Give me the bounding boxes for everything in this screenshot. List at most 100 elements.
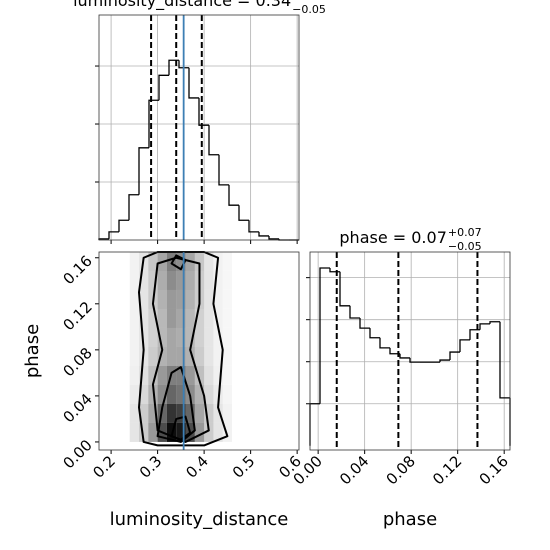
density-cell xyxy=(185,346,195,366)
density-cell xyxy=(148,384,158,404)
density-cell xyxy=(176,252,186,271)
density-cell xyxy=(129,365,139,385)
density-cell xyxy=(176,403,186,423)
hist-step xyxy=(379,337,390,349)
density-cell xyxy=(194,252,205,271)
density-cell xyxy=(139,308,149,328)
density-cell xyxy=(148,365,158,385)
hist-step xyxy=(469,329,480,340)
panel-title: luminosity_distance = 0.34 xyxy=(73,0,291,11)
panel-title: phase = 0.07 xyxy=(339,228,446,247)
density-cell xyxy=(194,327,205,347)
hist-step xyxy=(118,219,129,232)
density-cell xyxy=(194,384,205,404)
density-cell xyxy=(157,308,167,328)
density-cell xyxy=(148,308,158,328)
density-cell xyxy=(213,365,223,385)
density-cell xyxy=(166,308,177,328)
density-cell xyxy=(223,309,232,328)
x-axis-label: phase xyxy=(383,509,437,530)
contour xyxy=(151,256,210,443)
x-tick-label: 0.08 xyxy=(383,452,419,488)
contour xyxy=(170,415,192,441)
y-tick-label: 0.08 xyxy=(59,344,95,380)
density-cell xyxy=(129,270,139,290)
density-cell xyxy=(176,384,186,404)
density-cell xyxy=(139,384,149,404)
density-cell xyxy=(176,308,186,328)
hist-step xyxy=(228,184,239,206)
hist-step xyxy=(248,220,259,233)
x-tick-label: 0.16 xyxy=(476,452,512,488)
hist-step xyxy=(319,267,330,404)
hist-step xyxy=(178,60,189,69)
density-cell xyxy=(166,289,177,309)
title-sub: −0.05 xyxy=(292,3,326,16)
density-cell xyxy=(213,403,223,423)
hist-step xyxy=(128,194,139,221)
density-cell xyxy=(166,270,177,290)
hist-step xyxy=(168,59,179,76)
hist-step xyxy=(138,147,149,195)
density-cell xyxy=(213,270,223,290)
density-cell xyxy=(223,290,232,309)
density-cell xyxy=(139,403,149,423)
density-cell xyxy=(185,270,195,290)
density-cell xyxy=(204,384,214,404)
x-tick-label: 0.3 xyxy=(136,452,166,482)
density-cell xyxy=(185,327,195,347)
density-cell xyxy=(166,384,177,404)
density-cell xyxy=(129,327,139,347)
density-cell xyxy=(213,346,223,366)
density-cell xyxy=(166,252,177,271)
density-cell xyxy=(213,384,223,404)
density-cell xyxy=(148,346,158,366)
x-tick-label: 0.5 xyxy=(229,452,259,482)
density-cell xyxy=(222,384,233,404)
density-cell xyxy=(157,346,167,366)
density-cell xyxy=(204,346,214,366)
hist-step xyxy=(148,99,159,148)
density-cell xyxy=(222,403,233,423)
density-cell xyxy=(129,403,139,423)
density-cell xyxy=(157,270,167,290)
density-cell xyxy=(185,308,195,328)
density-cell xyxy=(194,403,205,423)
y-tick-label: 0.04 xyxy=(59,390,95,426)
density-cell xyxy=(166,403,177,423)
hist-step xyxy=(389,347,400,355)
density-cell xyxy=(223,366,232,385)
hist-step xyxy=(489,321,500,324)
hist-step xyxy=(369,328,380,339)
hist-step xyxy=(158,74,169,101)
density-cell xyxy=(176,289,186,309)
density-cell xyxy=(204,270,214,290)
density-cell xyxy=(222,422,233,442)
density-cell xyxy=(204,403,214,423)
hist-step xyxy=(339,271,350,307)
density-cell xyxy=(185,365,195,385)
hist-step xyxy=(268,235,279,240)
y-tick-label: 0.16 xyxy=(59,252,95,288)
axes-frame xyxy=(98,14,300,241)
density-cell xyxy=(223,328,232,347)
density-cell xyxy=(129,252,139,271)
axes-frame xyxy=(309,251,511,451)
density-cell xyxy=(157,384,167,404)
density-cell xyxy=(204,252,214,271)
density-cell xyxy=(148,327,158,347)
density-cell xyxy=(204,327,214,347)
density-cell xyxy=(223,252,232,271)
density-cell xyxy=(139,289,149,309)
x-tick-label: 0.04 xyxy=(336,452,372,488)
density-cell xyxy=(148,252,158,271)
hist-step xyxy=(108,231,119,239)
density-cell xyxy=(166,327,177,347)
hist-step xyxy=(258,231,269,237)
y-axis-label: phase xyxy=(22,324,43,378)
hist-step xyxy=(349,305,360,319)
hist-step xyxy=(329,267,340,273)
hist-step xyxy=(459,339,470,353)
density-cell xyxy=(148,422,158,442)
